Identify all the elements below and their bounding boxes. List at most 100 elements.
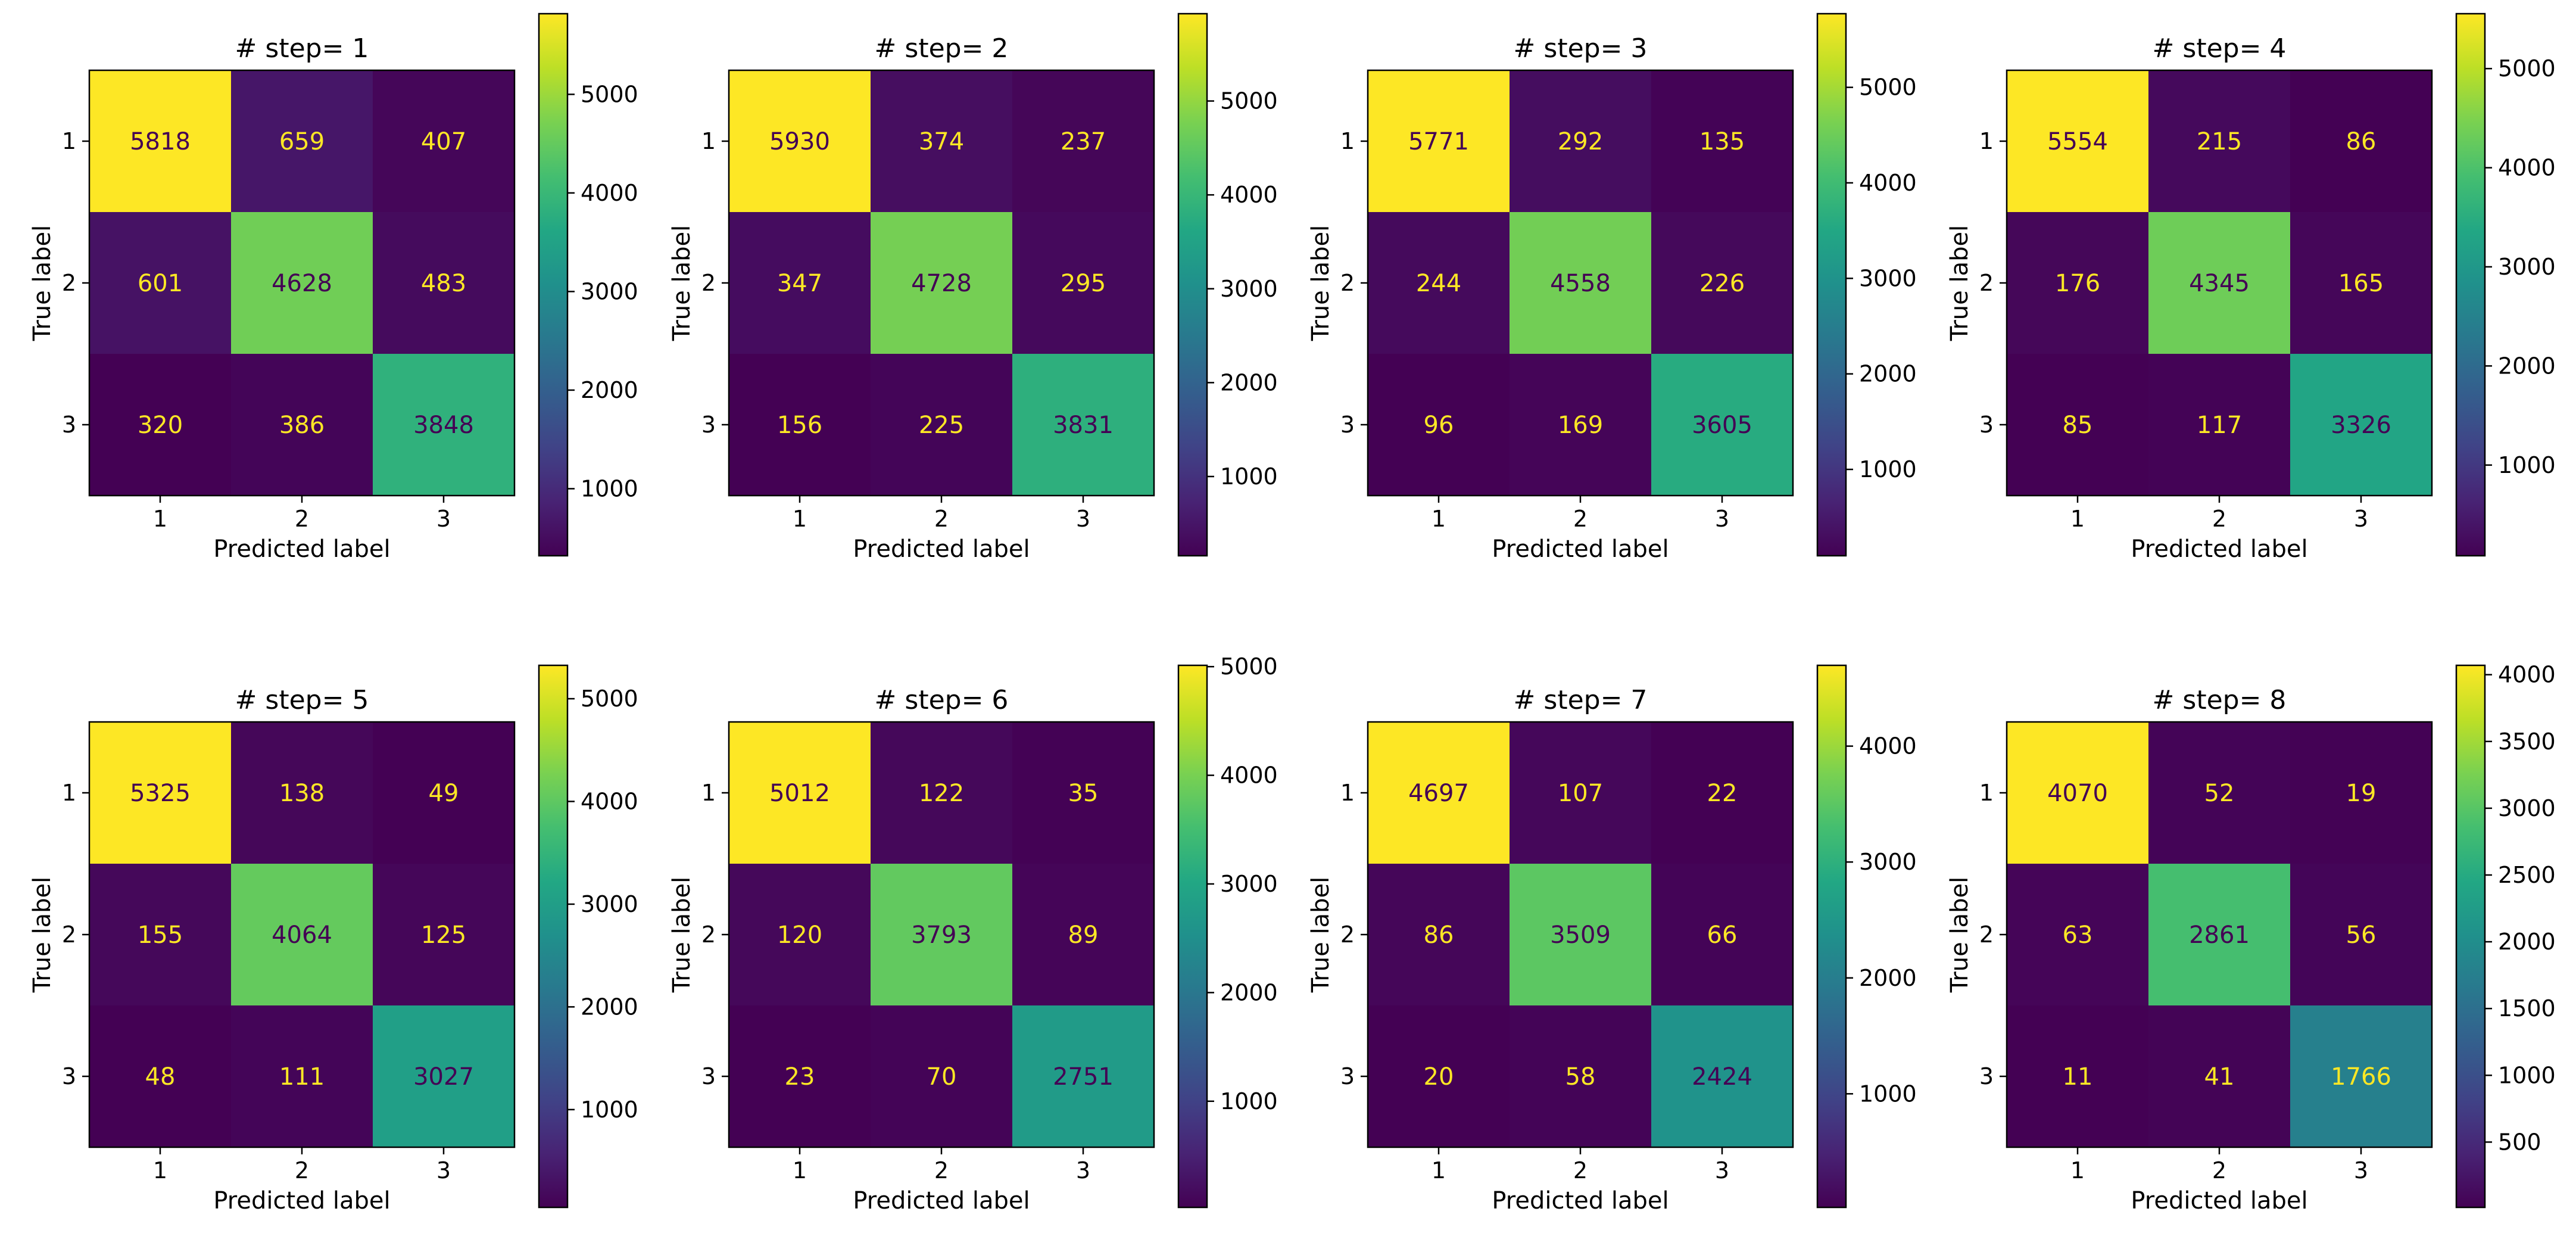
cell-value: 56 [2346,921,2377,949]
cell-value: 63 [2063,921,2093,949]
x-axis-label: Predicted label [213,535,390,563]
y-tick-label: 3 [62,412,76,438]
heatmap-cell [729,864,871,1006]
colorbar-tick-label: 5000 [581,81,638,107]
colorbar-tick-label: 2000 [1220,979,1278,1005]
cell-value: 295 [1061,270,1106,297]
x-tick-label: 1 [1432,1157,1446,1184]
colorbar-tick-label: 5000 [1859,74,1917,101]
heatmap-cell [231,864,373,1006]
confusion-matrix-panel-3: # step= 3 5771 292 135 244 4558 226 96 169 3605 1 2… [1307,13,1917,563]
cell-value: 70 [927,1063,957,1091]
heatmap-cell [729,1005,871,1148]
cell-value: 86 [1424,921,1454,949]
cell-value: 122 [919,780,964,807]
panel-title: # step= 4 [2153,33,2287,64]
cell-value: 5325 [130,780,191,807]
heatmap-cell [373,1005,515,1148]
heatmap-cell [2148,864,2291,1006]
x-tick-label: 3 [436,1157,451,1184]
heatmap-cell [1651,864,1794,1006]
heatmap-cell [1012,864,1155,1006]
x-tick-label: 1 [2070,506,2085,532]
cell-value: 49 [429,780,459,807]
colorbar [1816,13,1847,557]
colorbar-tick-label: 1000 [2498,452,2556,478]
confusion-matrix-panel-8: # step= 8 4070 52 19 63 2861 56 11 41 1766 1 2 3 1 2 3 P… [1946,662,2556,1215]
heatmap-cell [1651,212,1794,354]
heatmap-cell [1651,70,1794,213]
y-axis-label: True label [1946,877,1973,993]
cell-value: 4558 [1550,270,1611,297]
colorbar-tick-label: 4000 [1859,733,1917,759]
colorbar-tick-label: 2000 [1859,965,1917,991]
heatmap-cell [1368,212,1510,354]
panel-title: # step= 1 [235,33,369,64]
x-tick-label: 1 [793,506,807,532]
y-tick-label: 2 [1340,270,1355,296]
heatmap-cell [1012,212,1155,354]
y-tick-label: 2 [1340,921,1355,948]
cell-value: 225 [919,412,964,439]
y-axis-label: True label [1307,877,1334,993]
colorbar-tick-label: 3000 [1859,849,1917,875]
x-tick-label: 2 [1573,506,1588,532]
colorbar-tick-label: 1000 [581,475,638,502]
colorbar-tick-label: 4000 [2498,662,2556,688]
x-tick-label: 2 [295,506,309,532]
x-tick-label: 2 [2212,1157,2226,1184]
heatmap-cell [729,212,871,354]
x-tick-label: 1 [2070,1157,2085,1184]
colorbar-tick-label: 5000 [2498,55,2556,82]
y-tick-label: 2 [62,921,76,948]
y-tick-label: 1 [62,780,76,806]
x-tick-label: 3 [1715,506,1729,532]
y-tick-label: 2 [62,270,76,296]
y-tick-label: 3 [1979,1063,1994,1089]
confusion-matrix-panel-7: # step= 7 4697 107 22 86 3509 66 20 58 2424 1 2 3 1 2 3… [1307,664,1917,1215]
y-tick-label: 2 [701,270,716,296]
cell-value: 4697 [1408,780,1469,807]
cell-value: 111 [279,1063,325,1091]
cell-value: 4728 [911,270,972,297]
cell-value: 138 [279,780,325,807]
x-tick-label: 1 [153,506,167,532]
x-tick-label: 2 [934,1157,949,1184]
colorbar [2455,664,2486,1209]
confusion-matrix-panel-2: # step= 2 5930 374 237 347 4728 295 156 225 3831 1… [668,13,1278,563]
cell-value: 347 [777,270,822,297]
colorbar-tick-label: 500 [2498,1129,2541,1155]
cell-value: 3027 [413,1063,474,1091]
heatmap-cell [871,1005,1013,1148]
cell-value: 374 [919,128,964,155]
cell-value: 237 [1061,128,1106,155]
heatmap-cell [2290,722,2432,864]
y-tick-label: 2 [1979,921,1994,948]
colorbar [538,664,569,1209]
y-tick-label: 1 [62,128,76,154]
cell-value: 3848 [413,412,474,439]
cell-value: 22 [1707,780,1738,807]
colorbar-tick-label: 1000 [581,1097,638,1123]
cell-value: 41 [2204,1063,2235,1091]
colorbar [1177,13,1208,557]
heatmap-cell [1012,722,1155,864]
cell-value: 5818 [130,128,191,155]
cell-value: 3509 [1550,921,1611,949]
colorbar-tick-label: 4000 [2498,155,2556,181]
heatmap-cell [1368,354,1510,496]
y-axis-label: True label [668,877,696,993]
y-tick-label: 1 [1340,780,1355,806]
x-axis-label: Predicted label [2131,1187,2307,1215]
colorbar-tick-label: 1000 [1859,1081,1917,1107]
cell-value: 5554 [2047,128,2108,155]
heatmap-cell [89,1005,232,1148]
cell-value: 156 [777,412,822,439]
heatmap-cell [2007,70,2149,213]
x-axis-label: Predicted label [1492,535,1669,563]
cell-value: 5930 [769,128,830,155]
x-tick-label: 2 [934,506,949,532]
heatmap-cell [2290,70,2432,213]
colorbar-tick-label: 3000 [1220,871,1278,897]
